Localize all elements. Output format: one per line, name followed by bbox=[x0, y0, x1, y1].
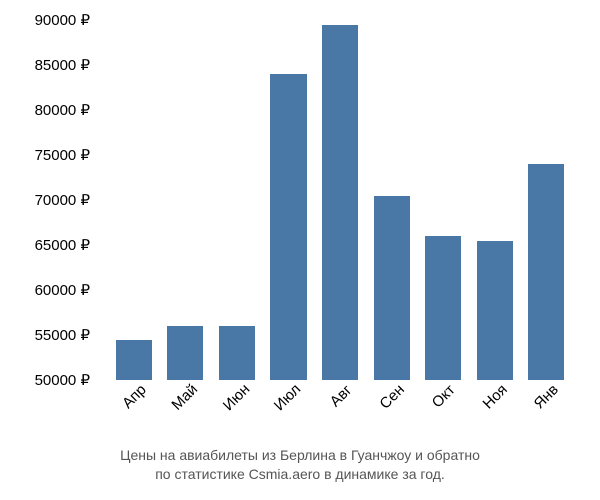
x-label-slot: Авг bbox=[314, 385, 366, 445]
bar bbox=[374, 196, 410, 381]
bar bbox=[167, 326, 203, 380]
caption-line-1: Цены на авиабилеты из Берлина в Гуанчжоу… bbox=[120, 447, 480, 463]
x-tick-label: Июл bbox=[271, 381, 305, 415]
y-tick-label: 90000 ₽ bbox=[35, 11, 90, 29]
y-tick-label: 85000 ₽ bbox=[35, 56, 90, 74]
x-tick-label: Янв bbox=[531, 381, 562, 412]
x-label-slot: Июн bbox=[211, 385, 263, 445]
bar-slot bbox=[521, 20, 573, 380]
x-label-slot: Сен bbox=[366, 385, 418, 445]
x-label-slot: Окт bbox=[417, 385, 469, 445]
bar-slot bbox=[366, 20, 418, 380]
plot-area bbox=[100, 20, 580, 380]
x-tick-label: Май bbox=[169, 381, 202, 414]
x-tick-label: Апр bbox=[119, 381, 150, 412]
x-tick-label: Сен bbox=[376, 381, 407, 412]
bar bbox=[219, 326, 255, 380]
y-tick-label: 80000 ₽ bbox=[35, 101, 90, 119]
caption-line-2: по статистике Csmia.aero в динамике за г… bbox=[155, 466, 445, 482]
y-tick-label: 55000 ₽ bbox=[35, 326, 90, 344]
bar-slot bbox=[417, 20, 469, 380]
chart-container: 50000 ₽ 55000 ₽ 60000 ₽ 65000 ₽ 70000 ₽ 75000… bbox=[0, 0, 600, 500]
x-label-slot: Май bbox=[160, 385, 212, 445]
x-label-slot: Ноя bbox=[469, 385, 521, 445]
bar-slot bbox=[108, 20, 160, 380]
chart-caption: Цены на авиабилеты из Берлина в Гуанчжоу… bbox=[0, 446, 600, 485]
x-tick-label: Июн bbox=[220, 381, 253, 414]
bar-slot bbox=[469, 20, 521, 380]
bar-slot bbox=[211, 20, 263, 380]
y-axis-labels: 50000 ₽55000 ₽60000 ₽65000 ₽70000 ₽75000… bbox=[0, 20, 95, 380]
bar bbox=[528, 164, 564, 380]
x-label-slot: Янв bbox=[521, 385, 573, 445]
bars-group bbox=[100, 20, 580, 380]
y-tick-label: 75000 ₽ bbox=[35, 146, 90, 164]
x-axis-labels: АпрМайИюнИюл Авг СенОктНояЯнв bbox=[100, 385, 580, 445]
x-tick-label: Ноя bbox=[479, 381, 510, 412]
y-tick-label: 50000 ₽ bbox=[35, 371, 90, 389]
bar-slot bbox=[314, 20, 366, 380]
bar bbox=[322, 25, 358, 381]
bar-slot bbox=[160, 20, 212, 380]
y-tick-label: 70000 ₽ bbox=[35, 191, 90, 209]
bar bbox=[116, 340, 152, 381]
y-tick-label: 60000 ₽ bbox=[35, 281, 90, 299]
bar bbox=[270, 74, 306, 380]
y-tick-label: 65000 ₽ bbox=[35, 236, 90, 254]
x-label-slot: Июл bbox=[263, 385, 315, 445]
bar-slot bbox=[263, 20, 315, 380]
x-tick-label: Окт bbox=[429, 381, 459, 411]
x-label-slot: Апр bbox=[108, 385, 160, 445]
bar bbox=[425, 236, 461, 380]
x-tick-label: Авг bbox=[327, 382, 356, 411]
bar bbox=[477, 241, 513, 381]
